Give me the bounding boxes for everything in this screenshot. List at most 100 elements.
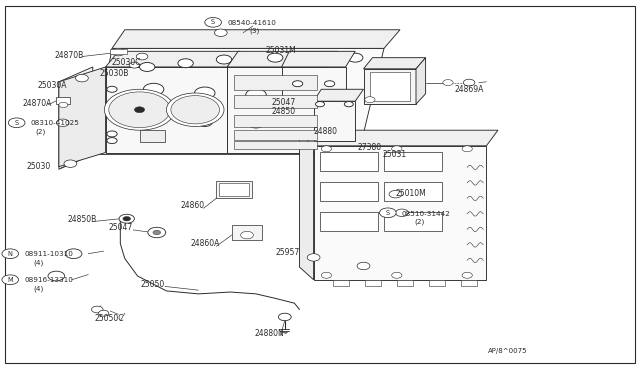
Text: 25010M: 25010M	[396, 189, 426, 198]
Circle shape	[48, 271, 65, 281]
Bar	[384, 212, 442, 231]
Text: 25030: 25030	[27, 162, 51, 171]
Text: N: N	[8, 251, 13, 257]
Polygon shape	[364, 69, 416, 104]
Circle shape	[396, 209, 408, 217]
Circle shape	[76, 74, 88, 82]
Text: 25957: 25957	[275, 248, 300, 257]
Circle shape	[178, 59, 193, 68]
Bar	[219, 183, 249, 196]
Text: 25047: 25047	[272, 98, 296, 107]
Circle shape	[307, 254, 320, 261]
Text: 08540-41610: 08540-41610	[227, 20, 276, 26]
Text: 24880N: 24880N	[255, 329, 284, 338]
Circle shape	[171, 96, 220, 124]
Text: 24850B: 24850B	[67, 215, 97, 224]
Circle shape	[59, 102, 68, 108]
Circle shape	[321, 146, 332, 152]
Bar	[234, 141, 317, 149]
Bar	[232, 225, 262, 240]
Circle shape	[197, 118, 212, 126]
Text: (4): (4)	[33, 260, 44, 266]
Circle shape	[107, 109, 117, 115]
Polygon shape	[106, 51, 240, 67]
Text: 24870B: 24870B	[54, 51, 84, 60]
Circle shape	[246, 89, 266, 101]
Circle shape	[462, 146, 472, 152]
Text: 25050: 25050	[141, 280, 165, 289]
Text: 08911-10310: 08911-10310	[24, 251, 73, 257]
Text: 25031: 25031	[383, 150, 407, 159]
Circle shape	[463, 79, 475, 86]
Text: 25047: 25047	[109, 224, 133, 232]
Circle shape	[316, 102, 324, 107]
Circle shape	[278, 313, 291, 321]
Text: 08916-13310: 08916-13310	[24, 278, 73, 283]
Circle shape	[104, 89, 175, 130]
Circle shape	[112, 48, 125, 56]
Circle shape	[297, 88, 317, 100]
Bar	[110, 49, 127, 54]
Circle shape	[148, 227, 166, 238]
Polygon shape	[364, 58, 426, 69]
Bar	[461, 280, 477, 286]
Bar	[397, 280, 413, 286]
Circle shape	[99, 310, 109, 316]
Circle shape	[123, 217, 131, 221]
Bar	[234, 130, 317, 140]
Polygon shape	[112, 30, 400, 48]
Circle shape	[205, 17, 221, 27]
Circle shape	[2, 275, 19, 285]
Text: (2): (2)	[35, 128, 45, 135]
Circle shape	[380, 208, 396, 218]
Text: 24880: 24880	[314, 127, 338, 136]
Text: 24860A: 24860A	[191, 240, 220, 248]
Circle shape	[268, 53, 283, 62]
Circle shape	[292, 81, 303, 87]
Text: 25050C: 25050C	[95, 314, 124, 323]
Circle shape	[321, 272, 332, 278]
Circle shape	[392, 146, 402, 152]
Text: S: S	[386, 210, 390, 216]
Text: (4): (4)	[33, 286, 44, 292]
Text: (3): (3)	[250, 28, 260, 34]
Circle shape	[146, 115, 161, 124]
Circle shape	[107, 131, 117, 137]
Bar	[140, 130, 165, 142]
Text: 24860: 24860	[180, 201, 205, 210]
Circle shape	[107, 138, 117, 144]
Circle shape	[92, 306, 103, 313]
Polygon shape	[59, 67, 106, 167]
Polygon shape	[314, 89, 364, 101]
Bar	[384, 152, 442, 171]
Text: 08310-41025: 08310-41025	[31, 121, 79, 126]
Text: S: S	[15, 120, 19, 126]
Circle shape	[2, 249, 19, 259]
Text: 24850: 24850	[272, 107, 296, 116]
Polygon shape	[106, 67, 227, 153]
Text: (2): (2)	[415, 218, 425, 225]
Text: 25030B: 25030B	[99, 69, 129, 78]
Circle shape	[195, 87, 215, 99]
Bar	[56, 97, 70, 104]
Circle shape	[136, 53, 148, 60]
Circle shape	[119, 214, 134, 223]
Circle shape	[248, 119, 264, 128]
Circle shape	[348, 53, 363, 62]
Circle shape	[56, 119, 69, 126]
Circle shape	[109, 92, 170, 128]
Circle shape	[129, 62, 140, 68]
Circle shape	[216, 55, 232, 64]
Text: 24870A: 24870A	[22, 99, 52, 108]
Polygon shape	[416, 58, 426, 104]
Circle shape	[140, 62, 155, 71]
Circle shape	[365, 97, 375, 103]
Circle shape	[143, 83, 164, 95]
Polygon shape	[300, 133, 314, 280]
Text: 25031M: 25031M	[266, 46, 296, 55]
Polygon shape	[314, 130, 498, 146]
Circle shape	[462, 272, 472, 278]
Bar	[234, 75, 317, 90]
Circle shape	[312, 52, 328, 61]
Circle shape	[166, 93, 224, 126]
